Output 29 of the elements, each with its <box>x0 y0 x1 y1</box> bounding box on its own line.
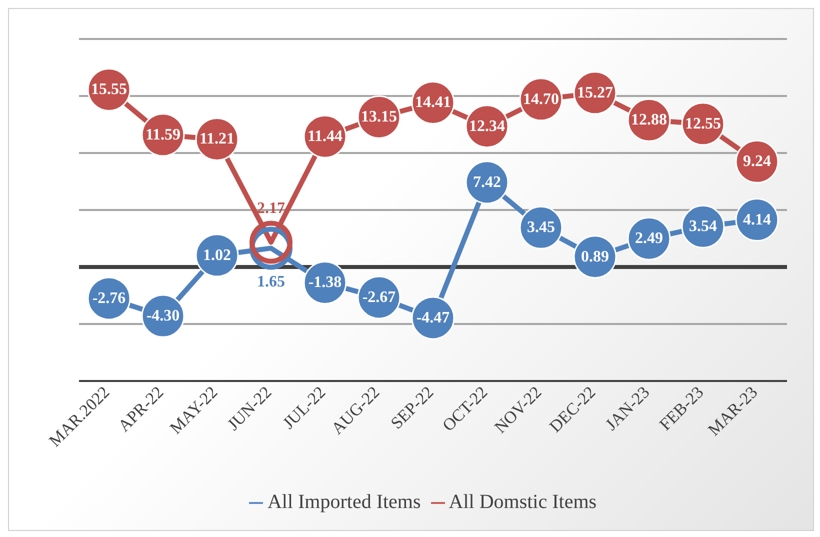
data-label: 12.55 <box>685 115 721 132</box>
data-label: 15.27 <box>577 84 613 102</box>
legend-label: All Domstic Items <box>448 491 597 513</box>
data-label: 15.55 <box>91 81 127 98</box>
data-label: 2.17 <box>257 200 285 217</box>
data-label: 3.54 <box>689 218 717 236</box>
data-label: 14.41 <box>415 94 451 112</box>
data-label: -2.67 <box>362 288 396 306</box>
data-label: -1.38 <box>308 274 342 292</box>
data-label: -2.76 <box>92 290 126 307</box>
data-label: 2.49 <box>635 230 663 248</box>
data-label: -4.30 <box>146 308 180 325</box>
data-label: 13.15 <box>361 108 397 126</box>
data-label: 12.34 <box>469 118 505 135</box>
data-label: 1.65 <box>257 274 285 291</box>
data-label: 4.14 <box>743 211 771 228</box>
data-label: 3.45 <box>527 219 555 236</box>
point <box>250 220 292 264</box>
data-label: -4.47 <box>416 309 450 326</box>
data-label: 0.89 <box>581 248 609 266</box>
data-label: 11.44 <box>307 128 343 146</box>
data-label: 9.24 <box>743 153 771 170</box>
data-label: 11.21 <box>199 130 235 148</box>
data-label: 11.59 <box>145 126 181 144</box>
data-label: 7.42 <box>473 174 501 191</box>
legend-label: All Imported Items <box>267 491 421 513</box>
data-label: 14.70 <box>523 90 559 108</box>
data-label: 1.02 <box>203 246 231 264</box>
data-label: 12.88 <box>631 112 667 129</box>
